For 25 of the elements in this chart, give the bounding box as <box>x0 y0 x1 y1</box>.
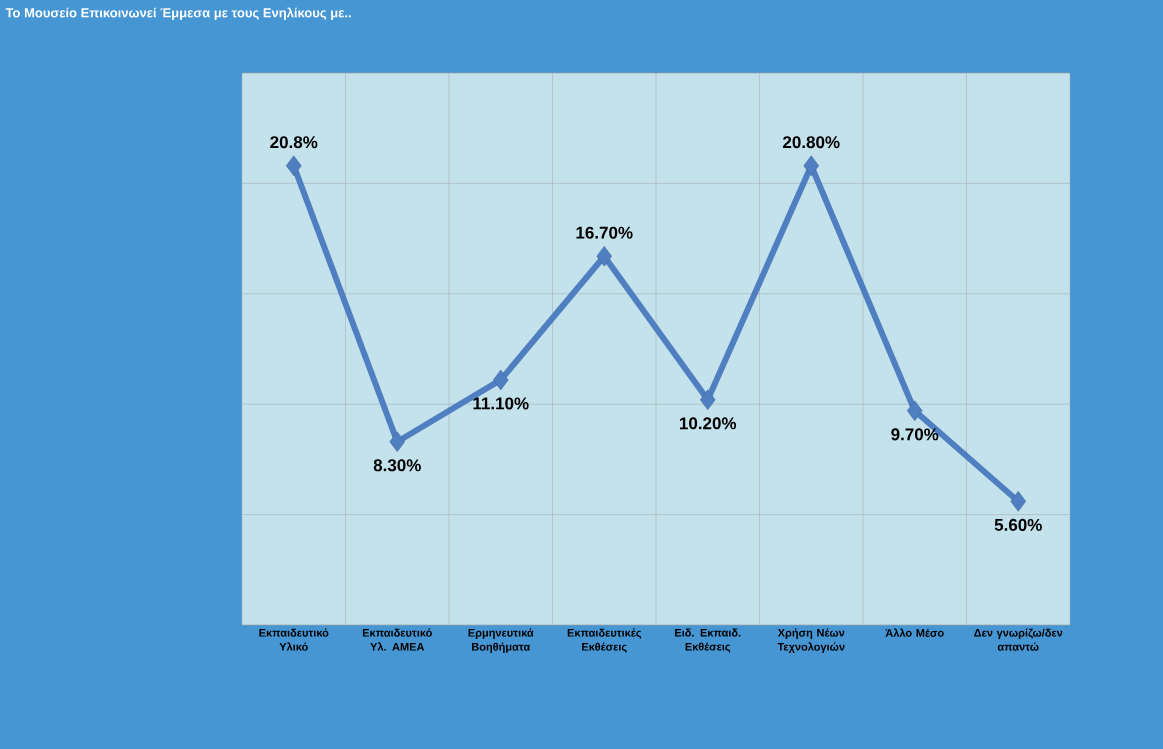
x-tick-label: Χρήση Νέων Τεχνολογιών <box>777 628 845 653</box>
x-tick-label: Εκπαιδευτικό Υλ. ΑΜΕΑ <box>362 628 432 651</box>
data-label: 20.80% <box>783 136 840 149</box>
x-tick-label: Δεν γνωρίζω/δεν απαντώ <box>974 628 1063 651</box>
x-tick-label: Άλλο Μέσο <box>885 628 944 637</box>
point <box>803 155 819 176</box>
point <box>493 369 509 391</box>
data-label: 9.70% <box>891 428 939 441</box>
chart-title: Το Μουσείο Επικοινωνεί Έμμεσα με τους Ενηλίκους με.. <box>5 7 351 20</box>
x-tick-label: Εκπαιδευτικό Υλικό <box>259 628 329 651</box>
data-label: 20.8% <box>270 136 318 149</box>
data-label: 11.10% <box>473 397 529 410</box>
x-tick-label: Ερμηνευτικά Βοηθήματα <box>468 628 534 653</box>
point <box>1010 491 1026 512</box>
point <box>286 155 302 176</box>
data-label: 10.20% <box>679 417 737 430</box>
data-label: 5.60% <box>994 518 1042 531</box>
data-label: 16.70% <box>576 226 633 239</box>
x-tick-label: Εκπαιδευτικές Εκθέσεις <box>567 628 642 653</box>
point <box>906 400 923 422</box>
x-tick-label: Ειδ. Εκπαιδ. Εκθέσεις <box>675 628 741 653</box>
data-label: 8.30% <box>373 459 421 472</box>
point <box>389 431 406 452</box>
point <box>700 389 716 411</box>
point <box>596 246 612 267</box>
